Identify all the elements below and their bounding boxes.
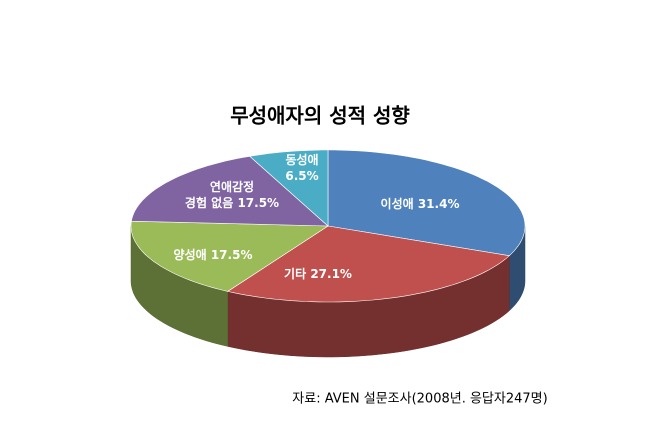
- category-label: 양성애: [173, 248, 207, 262]
- category-label: 이성애: [380, 197, 414, 211]
- category-label: 기타: [284, 267, 307, 281]
- slice: [249, 149, 329, 227]
- source-note: 자료: AVEN 설문조사(2008년. 응답자247명): [292, 391, 548, 407]
- slice-label: 양성애 17.5%: [174, 247, 253, 263]
- value-label: 31.4%: [417, 197, 460, 211]
- value-label: 6.5%: [285, 169, 319, 183]
- chart-title: 무성애자의 성적 성향: [230, 103, 410, 128]
- slice: [130, 220, 329, 292]
- category-label: 동성애: [285, 153, 319, 167]
- slice: [131, 155, 329, 227]
- slice: [226, 225, 510, 303]
- value-label: 27.1%: [310, 267, 352, 281]
- value-label: 17.5%: [237, 196, 280, 210]
- slice-label: 기타 27.1%: [284, 266, 352, 282]
- value-label: 17.5%: [210, 248, 253, 262]
- slice-label: 이성애 31.4%: [381, 196, 460, 212]
- slice-label: 연애감정 경험 없음 17.5%: [185, 179, 279, 211]
- category-label: 연애감정 경험 없음: [184, 180, 255, 210]
- slice: [327, 149, 526, 257]
- slice-label: 동성애 6.5%: [285, 152, 318, 184]
